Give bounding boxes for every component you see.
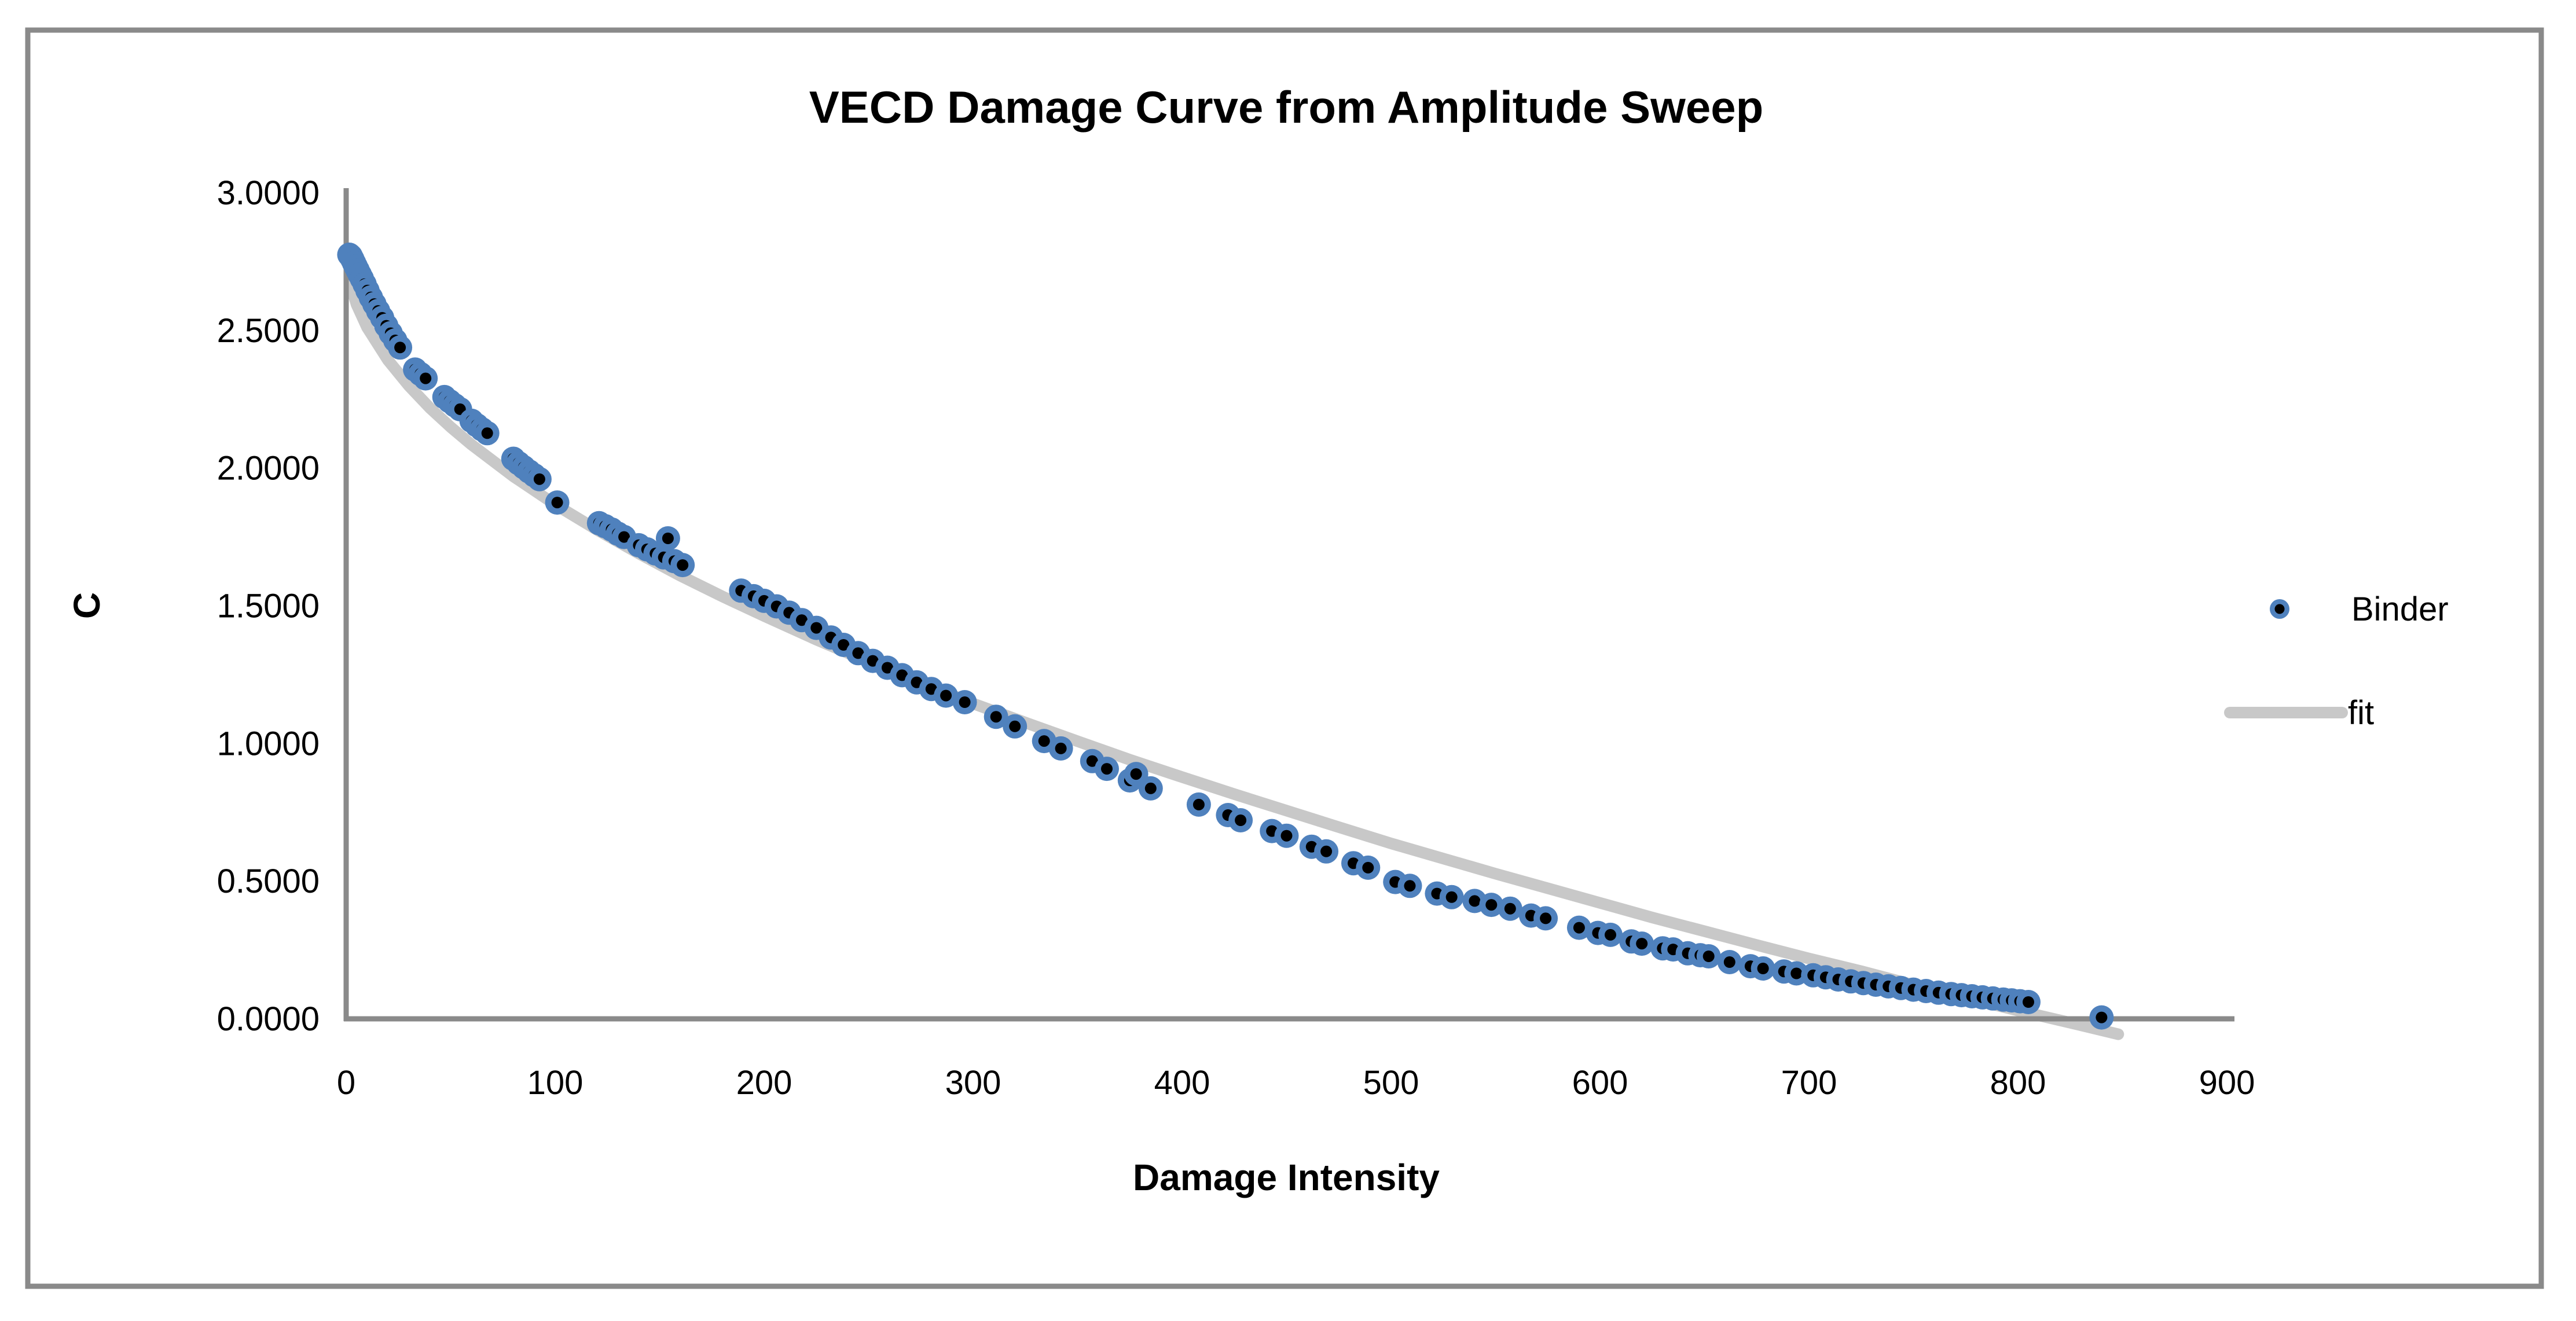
x-tick-labels: 0 100 200 300 400 500 600 700 800 900 — [337, 1064, 2255, 1102]
y-tick-label: 2.5000 — [217, 312, 320, 350]
data-point-dot — [882, 662, 893, 674]
x-tick-label: 0 — [337, 1064, 355, 1102]
data-point-dot — [990, 711, 1002, 723]
x-tick-label: 100 — [527, 1064, 584, 1102]
data-point-dot — [1235, 814, 1247, 826]
data-point-dot — [810, 622, 823, 634]
data-point-dot — [1192, 798, 1205, 810]
chart-border — [25, 27, 2544, 1289]
data-point-dot — [1573, 922, 1585, 934]
data-point-dot — [852, 647, 864, 659]
legend-binder-marker-dot-icon — [2274, 604, 2285, 614]
data-point-dot — [940, 689, 952, 702]
data-point-dot — [1636, 938, 1648, 950]
data-point-dot — [420, 372, 432, 384]
y-tick-label: 1.5000 — [217, 588, 320, 625]
data-point-dot — [1086, 755, 1098, 767]
x-tick-label: 600 — [1572, 1064, 1628, 1102]
fit-line-layer — [343, 275, 2124, 1040]
x-tick-label: 300 — [945, 1064, 1001, 1102]
x-tick-label: 500 — [1363, 1064, 1419, 1102]
data-point-dot — [1055, 742, 1067, 754]
fit-line — [343, 275, 2124, 1040]
x-tick-label: 200 — [736, 1064, 792, 1102]
data-point-dot — [2023, 996, 2034, 1008]
scatter-points-layer — [337, 243, 2114, 1030]
data-point-dot — [1605, 929, 1616, 941]
data-point-dot — [867, 655, 879, 667]
data-point-dot — [1504, 902, 1516, 915]
data-point-dot — [1723, 956, 1735, 968]
data-point-dot — [1362, 861, 1374, 874]
data-point-dot — [551, 497, 563, 509]
data-point-dot — [796, 614, 808, 626]
data-point-dot — [1702, 951, 1715, 962]
chart-title: VECD Damage Curve from Amplitude Sweep — [809, 82, 1763, 133]
data-point-dot — [1038, 735, 1050, 747]
data-point-dot — [454, 403, 466, 415]
y-tick-labels: 0.0000 0.5000 1.0000 1.5000 2.0000 2.5000 3.00… — [217, 174, 320, 1038]
data-point-dot — [2096, 1011, 2108, 1023]
data-point-dot — [1009, 720, 1021, 732]
y-axis-title: C — [66, 592, 108, 619]
y-tick-label: 0.0000 — [217, 1000, 320, 1038]
data-point-dot — [1320, 845, 1333, 857]
y-tick-label: 3.0000 — [217, 174, 320, 212]
data-point-dot — [1445, 891, 1458, 903]
x-tick-label: 400 — [1154, 1064, 1210, 1102]
data-point-dot — [533, 473, 545, 485]
x-axis-title: Damage Intensity — [1133, 1157, 1440, 1198]
data-point-dot — [1485, 899, 1498, 911]
y-tick-label: 0.5000 — [217, 863, 320, 900]
data-point-dot — [1790, 967, 1803, 979]
data-point-dot — [925, 683, 937, 695]
y-tick-label: 1.0000 — [217, 725, 320, 762]
data-point-dot — [1101, 763, 1113, 775]
data-point-dot — [394, 342, 406, 354]
data-point-dot — [911, 676, 923, 688]
legend: Binder fit — [2224, 590, 2449, 732]
data-point-dot — [896, 669, 908, 681]
y-tick-label: 2.0000 — [217, 450, 320, 487]
data-point-dot — [1404, 880, 1416, 892]
data-point-dot — [959, 696, 971, 708]
data-point-dot — [662, 533, 674, 544]
data-point-dot — [838, 639, 850, 651]
legend-binder-label: Binder — [2351, 590, 2449, 628]
x-tick-label: 800 — [1990, 1064, 2046, 1102]
data-point-dot — [1757, 963, 1769, 974]
data-point-dot — [1130, 768, 1142, 780]
x-tick-label: 700 — [1781, 1064, 1837, 1102]
data-point-dot — [1144, 782, 1157, 794]
data-point-dot — [1280, 830, 1293, 842]
data-point-dot — [677, 559, 689, 571]
data-point-dot — [481, 427, 493, 439]
x-tick-label: 900 — [2199, 1064, 2255, 1102]
legend-fit-label: fit — [2348, 694, 2374, 732]
data-point-dot — [618, 531, 630, 543]
data-point-dot — [1540, 912, 1552, 924]
data-point-dot — [1469, 895, 1481, 907]
